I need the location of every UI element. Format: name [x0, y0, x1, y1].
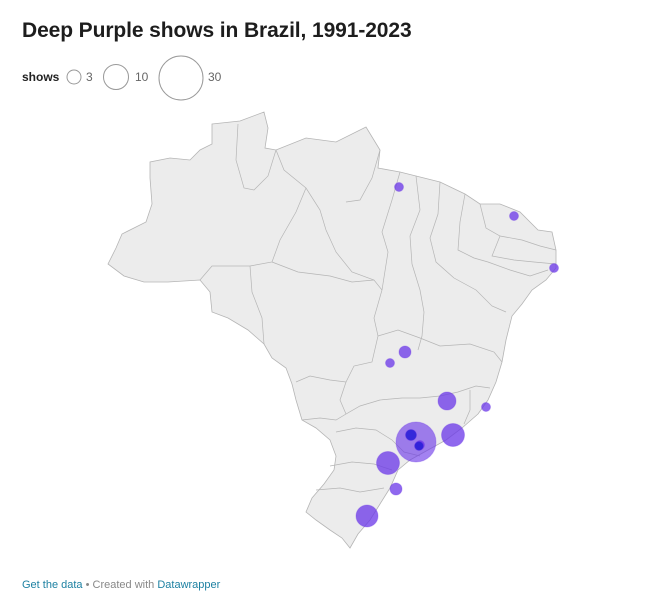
datawrapper-link[interactable]: Datawrapper: [157, 579, 221, 591]
bubble: [414, 441, 424, 451]
brazil-land: [107, 111, 557, 549]
legend-circle-3: [66, 69, 82, 85]
bubble: [437, 391, 457, 411]
legend-circles: [66, 55, 204, 101]
legend-label: shows: [22, 70, 60, 84]
size-legend: shows 3 10 30: [22, 54, 282, 102]
bubble: [355, 504, 379, 528]
bubble: [385, 358, 395, 368]
legend-value-30: 30: [208, 70, 222, 84]
footer-separator: • Created with: [82, 579, 158, 591]
bubbles: [355, 182, 559, 528]
brazil-map: [107, 111, 559, 549]
bubble: [376, 451, 400, 475]
legend-value-10: 10: [135, 70, 149, 84]
bubble: [441, 423, 465, 447]
bubble: [398, 345, 412, 359]
chart-title: Deep Purple shows in Brazil, 1991-2023: [22, 19, 412, 42]
get-the-data-link[interactable]: Get the data: [22, 579, 83, 591]
bubble: [394, 182, 404, 192]
bubble: [549, 263, 559, 273]
legend-value-3: 3: [86, 70, 93, 84]
legend-circle-10: [103, 64, 129, 90]
bubble: [509, 211, 519, 221]
footer: Get the data • Created with Datawrapper: [22, 579, 220, 591]
bubble: [389, 482, 403, 496]
legend-circle-30: [158, 55, 204, 101]
bubble: [405, 429, 417, 441]
bubble: [481, 402, 491, 412]
bubble: [395, 421, 437, 463]
state-borders: [199, 123, 557, 493]
